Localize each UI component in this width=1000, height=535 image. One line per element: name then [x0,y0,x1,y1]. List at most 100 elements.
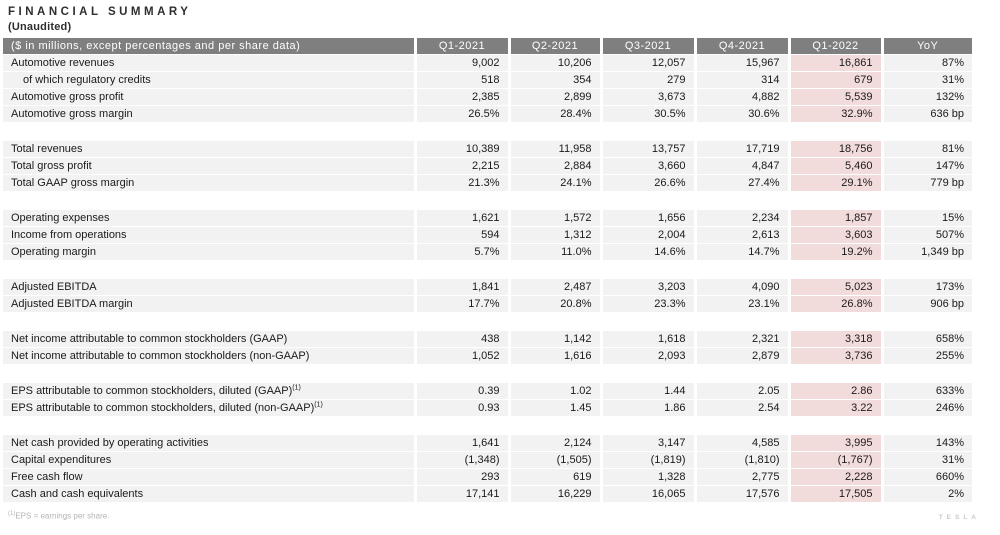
cell-value: 24.1% [507,174,601,192]
cell-value: 2,385 [413,88,509,106]
cell-value: 2.86 [787,383,882,400]
cell-value: 14.7% [693,243,789,261]
label-superscript: (1) [292,384,301,392]
cell-value: 2.54 [693,399,789,417]
cell-value: 1.02 [507,383,601,400]
row-label: Adjusted EBITDA [3,279,415,296]
cell-value: 3.22 [787,399,882,417]
cell-value: 3,995 [787,435,882,452]
cell-value: 15,967 [693,54,789,72]
section-gap-row [3,416,972,435]
table-row: of which regulatory credits 518 354 279 314 6… [3,71,972,89]
cell-value: 438 [413,331,509,348]
cell-value: 9,002 [413,54,509,72]
cell-value: (1,810) [693,451,789,469]
cell-value: (1,348) [413,451,509,469]
header-col-yoy: YoY [880,38,972,55]
cell-value: 26.6% [599,174,695,192]
table-row: Total revenues 10,389 11,958 13,757 17,719 18… [3,141,972,158]
cell-value: 1,572 [507,210,601,227]
cell-value: 594 [413,226,509,244]
cell-value: 27.4% [693,174,789,192]
row-label: Net income attributable to common stockh… [3,347,415,365]
cell-value: 1.86 [599,399,695,417]
footnote-text: EPS = earnings per share. [15,511,110,521]
cell-value: 26.8% [787,295,882,313]
page-title: FINANCIAL SUMMARY [8,6,192,18]
section-gap [3,191,972,210]
cell-value: 779 bp [880,174,972,192]
cell-value: 1,841 [413,279,509,296]
cell-value: 2,775 [693,468,789,486]
cell-value: 4,090 [693,279,789,296]
section-gap-row [3,260,972,279]
row-label: Operating margin [3,243,415,261]
cell-value: 507% [880,226,972,244]
cell-value: 10,389 [413,141,509,158]
cell-value: 13,757 [599,141,695,158]
cell-value: 2,321 [693,331,789,348]
cell-value: 5.7% [413,243,509,261]
cell-value: 23.3% [599,295,695,313]
table-row: Income from operations 594 1,312 2,004 2,613… [3,226,972,244]
cell-value: 1,052 [413,347,509,365]
cell-value: 2,124 [507,435,601,452]
cell-value: 2,004 [599,226,695,244]
cell-value: 2% [880,485,972,503]
cell-value: 0.39 [413,383,509,400]
cell-value: 21.3% [413,174,509,192]
cell-value: 28.4% [507,105,601,123]
row-label: Automotive gross profit [3,88,415,106]
cell-value: 132% [880,88,972,106]
cell-value: 32.9% [787,105,882,123]
cell-value: 17,141 [413,485,509,503]
cell-value: 18,756 [787,141,882,158]
cell-value: 3,318 [787,331,882,348]
table-header-row: ($ in millions, except percentages and p… [3,38,972,55]
cell-value: 2,215 [413,157,509,175]
row-label: EPS attributable to common stockholders,… [3,383,415,400]
table-header: ($ in millions, except percentages and p… [3,38,972,55]
cell-value: 143% [880,435,972,452]
cell-value: 1,328 [599,468,695,486]
cell-value: 314 [693,71,789,89]
section-gap [3,260,972,279]
table-row: Total gross profit 2,215 2,884 3,660 4,847 5,… [3,157,972,175]
cell-value: 11,958 [507,141,601,158]
cell-value: 619 [507,468,601,486]
cell-value: 23.1% [693,295,789,313]
cell-value: 5,023 [787,279,882,296]
row-label: Cash and cash equivalents [3,485,415,503]
cell-value: 12,057 [599,54,695,72]
financial-summary-table: ($ in millions, except percentages and p… [3,38,972,503]
table-row: Automotive gross margin 26.5% 28.4% 30.5% 30… [3,105,972,123]
header-col-q2-2021: Q2-2021 [507,38,601,55]
table-row: Cash and cash equivalents 17,141 16,229 16,… [3,485,972,503]
cell-value: 3,660 [599,157,695,175]
cell-value: 3,147 [599,435,695,452]
cell-value: (1,505) [507,451,601,469]
cell-value: 2,228 [787,468,882,486]
cell-value: 31% [880,71,972,89]
cell-value: 636 bp [880,105,972,123]
cell-value: 354 [507,71,601,89]
cell-value: 2,613 [693,226,789,244]
cell-value: 16,065 [599,485,695,503]
cell-value: 1,857 [787,210,882,227]
cell-value: 679 [787,71,882,89]
cell-value: 1,641 [413,435,509,452]
section-gap-row [3,312,972,331]
footnote: (1)EPS = earnings per share. [8,511,109,521]
cell-value: 2,234 [693,210,789,227]
table-row: Net income attributable to common stockh… [3,331,972,348]
cell-value: 2,487 [507,279,601,296]
cell-value: (1,819) [599,451,695,469]
row-label: Income from operations [3,226,415,244]
cell-value: 1.44 [599,383,695,400]
row-label: EPS attributable to common stockholders,… [3,399,415,417]
cell-value: 87% [880,54,972,72]
row-label: Operating expenses [3,210,415,227]
table-row: Automotive revenues 9,002 10,206 12,057 15,9… [3,54,972,72]
section-gap-row [3,122,972,141]
cell-value: 17,576 [693,485,789,503]
